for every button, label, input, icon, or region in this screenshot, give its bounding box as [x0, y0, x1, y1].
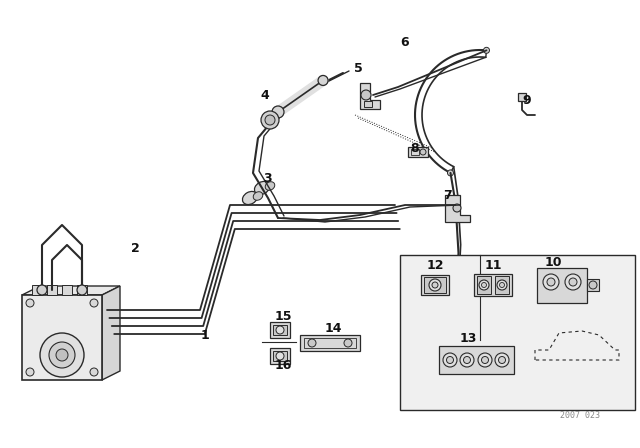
Text: 7: 7 — [444, 189, 452, 202]
Bar — [270, 348, 290, 364]
Circle shape — [90, 368, 98, 376]
Bar — [411, 149, 419, 155]
Circle shape — [90, 299, 98, 307]
Circle shape — [429, 279, 441, 291]
Circle shape — [344, 339, 352, 347]
Bar — [424, 277, 446, 293]
Polygon shape — [102, 286, 120, 380]
Circle shape — [318, 75, 328, 86]
Circle shape — [543, 274, 559, 290]
Bar — [408, 147, 428, 157]
Ellipse shape — [243, 191, 257, 205]
Text: 6: 6 — [401, 35, 410, 48]
Circle shape — [499, 283, 504, 288]
Bar — [438, 346, 513, 374]
Text: 15: 15 — [275, 310, 292, 323]
Ellipse shape — [265, 182, 275, 190]
Polygon shape — [22, 286, 120, 295]
Text: 11: 11 — [484, 258, 502, 271]
Circle shape — [483, 47, 490, 53]
Circle shape — [77, 285, 87, 295]
Circle shape — [452, 320, 458, 326]
Text: 3: 3 — [264, 172, 272, 185]
Circle shape — [49, 342, 75, 368]
Circle shape — [56, 349, 68, 361]
Circle shape — [420, 149, 426, 155]
Circle shape — [569, 278, 577, 286]
Circle shape — [499, 357, 506, 363]
Text: 10: 10 — [544, 255, 562, 268]
Text: 1: 1 — [200, 328, 209, 341]
Text: 4: 4 — [260, 89, 269, 102]
Bar — [587, 279, 599, 291]
Text: 2: 2 — [131, 241, 140, 254]
Circle shape — [443, 353, 457, 367]
Text: 9: 9 — [523, 94, 531, 107]
Circle shape — [481, 357, 488, 363]
Bar — [452, 329, 458, 349]
Bar — [22, 295, 102, 380]
Circle shape — [478, 353, 492, 367]
Circle shape — [547, 278, 555, 286]
Bar — [400, 255, 635, 410]
Text: 5: 5 — [354, 61, 362, 74]
Bar — [421, 275, 449, 295]
Circle shape — [308, 339, 316, 347]
Ellipse shape — [255, 181, 269, 194]
Text: 14: 14 — [324, 322, 342, 335]
Circle shape — [276, 352, 284, 360]
Text: 16: 16 — [275, 358, 292, 371]
Circle shape — [449, 317, 461, 329]
Bar — [32, 285, 42, 295]
Bar — [47, 285, 57, 295]
Circle shape — [589, 281, 597, 289]
Polygon shape — [360, 83, 380, 109]
Circle shape — [453, 204, 461, 212]
Circle shape — [565, 274, 581, 290]
Bar — [273, 325, 287, 335]
Polygon shape — [518, 93, 526, 101]
Text: 2007 023: 2007 023 — [560, 410, 600, 419]
Circle shape — [272, 106, 284, 118]
Circle shape — [26, 299, 34, 307]
Circle shape — [495, 353, 509, 367]
Ellipse shape — [253, 192, 263, 200]
Circle shape — [479, 280, 489, 290]
Circle shape — [447, 357, 454, 363]
Bar — [273, 351, 287, 361]
Bar — [495, 276, 509, 294]
Circle shape — [37, 285, 47, 295]
Bar — [537, 267, 587, 302]
Circle shape — [26, 368, 34, 376]
Bar — [77, 285, 87, 295]
Circle shape — [463, 357, 470, 363]
Polygon shape — [445, 195, 470, 222]
Circle shape — [432, 282, 438, 288]
Circle shape — [265, 115, 275, 125]
Bar — [62, 285, 72, 295]
Circle shape — [460, 353, 474, 367]
Bar — [304, 338, 356, 348]
Bar — [364, 101, 372, 107]
Bar — [474, 274, 512, 296]
Text: 12: 12 — [426, 258, 444, 271]
Bar — [270, 322, 290, 338]
Circle shape — [447, 170, 454, 176]
Circle shape — [481, 283, 486, 288]
Circle shape — [276, 326, 284, 334]
Circle shape — [261, 111, 279, 129]
Text: 8: 8 — [411, 142, 419, 155]
Text: 13: 13 — [460, 332, 477, 345]
Circle shape — [361, 90, 371, 100]
Circle shape — [40, 333, 84, 377]
Bar — [300, 335, 360, 351]
Bar — [477, 276, 491, 294]
Circle shape — [497, 280, 507, 290]
